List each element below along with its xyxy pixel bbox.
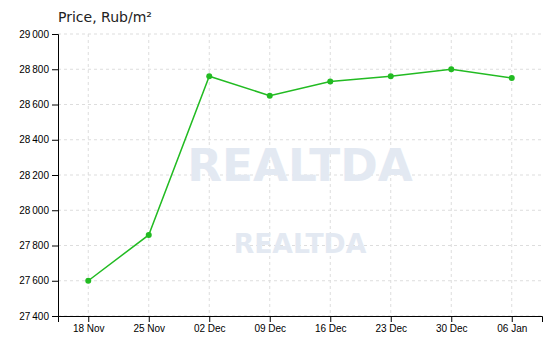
y-tick: 28 000 bbox=[19, 205, 58, 216]
y-tick-mark bbox=[52, 246, 58, 247]
x-tick: 16 Dec bbox=[315, 316, 347, 334]
y-tick: 27 800 bbox=[19, 240, 58, 251]
x-tick-label: 18 Nov bbox=[73, 323, 105, 334]
x-tick-mark bbox=[391, 316, 392, 322]
point bbox=[448, 66, 454, 72]
watermark: REALTDA REALTDA bbox=[187, 139, 412, 259]
x-tick: 25 Nov bbox=[133, 316, 165, 334]
x-tick-mark bbox=[270, 316, 271, 322]
y-tick-mark bbox=[52, 69, 58, 70]
x-tick-mark bbox=[512, 316, 513, 322]
y-tick: 28 600 bbox=[19, 99, 58, 110]
chart-svg: REALTDA REALTDA 27 400 27 600 27 800 28 000 28… bbox=[0, 0, 560, 346]
y-tick-label: 29 000 bbox=[19, 29, 49, 40]
x-tick: 09 Dec bbox=[254, 316, 286, 334]
y-tick: 28 200 bbox=[19, 170, 58, 181]
y-tick-mark bbox=[52, 140, 58, 141]
x-tick-label: 02 Dec bbox=[194, 323, 226, 334]
point bbox=[206, 73, 212, 79]
y-axis: 27 400 27 600 27 800 28 000 28 200 28 400 28 6… bbox=[19, 29, 58, 322]
y-tick-mark bbox=[52, 175, 58, 176]
grid bbox=[58, 34, 542, 316]
plot-root: REALTDA REALTDA 27 400 27 600 27 800 28 000 28… bbox=[19, 29, 542, 334]
point bbox=[267, 93, 273, 99]
chart-container: REALTDA REALTDA 27 400 27 600 27 800 28 000 28… bbox=[0, 0, 560, 346]
x-axis: 18 Nov 25 Nov 02 Dec 09 Dec 16 Dec 23 Dec 30 D… bbox=[59, 316, 543, 334]
point bbox=[327, 79, 333, 85]
x-tick-label: 23 Dec bbox=[375, 323, 407, 334]
x-tick-mark bbox=[209, 316, 210, 322]
grid-line bbox=[88, 34, 89, 316]
point bbox=[509, 75, 515, 81]
y-tick: 28 400 bbox=[19, 134, 58, 145]
y-tick-label: 28 200 bbox=[19, 170, 49, 181]
point bbox=[85, 278, 91, 284]
y-tick: 27 400 bbox=[19, 311, 58, 322]
grid-line bbox=[451, 34, 452, 316]
y-tick-label: 27 400 bbox=[19, 311, 49, 322]
y-tick-label: 28 600 bbox=[19, 99, 49, 110]
x-axis-line bbox=[59, 317, 543, 323]
grid-line bbox=[58, 280, 542, 281]
x-tick-label: 16 Dec bbox=[315, 323, 347, 334]
x-tick: 06 Jan bbox=[497, 316, 527, 334]
grid-line bbox=[58, 210, 542, 211]
y-tick-mark bbox=[52, 281, 58, 282]
x-tick-mark bbox=[149, 316, 150, 322]
point bbox=[388, 73, 394, 79]
y-tick-mark bbox=[52, 210, 58, 211]
line bbox=[88, 69, 512, 281]
grid-line bbox=[58, 34, 542, 35]
x-tick-label: 06 Jan bbox=[497, 323, 527, 334]
y-tick: 27 600 bbox=[19, 275, 58, 286]
y-tick: 28 800 bbox=[19, 64, 58, 75]
y-tick-label: 28 800 bbox=[19, 64, 49, 75]
x-tick-label: 25 Nov bbox=[133, 323, 165, 334]
y-tick-mark bbox=[52, 34, 58, 35]
y-axis-line bbox=[52, 35, 59, 317]
x-tick: 23 Dec bbox=[375, 316, 407, 334]
plot-area bbox=[85, 66, 515, 284]
watermark-text: REALTDA bbox=[187, 139, 412, 192]
x-tick-mark bbox=[451, 316, 452, 322]
y-tick-mark bbox=[52, 316, 58, 317]
grid-line bbox=[58, 104, 542, 105]
point bbox=[146, 232, 152, 238]
x-tick-mark bbox=[330, 316, 331, 322]
title: Price, Rub/m² bbox=[58, 9, 152, 25]
x-tick: 30 Dec bbox=[436, 316, 468, 334]
grid-line bbox=[58, 69, 542, 70]
x-tick: 02 Dec bbox=[194, 316, 226, 334]
grid-line bbox=[148, 34, 149, 316]
x-tick: 18 Nov bbox=[73, 316, 105, 334]
x-tick-label: 09 Dec bbox=[254, 323, 286, 334]
watermark-text: REALTDA bbox=[234, 228, 367, 259]
y-tick: 29 000 bbox=[19, 29, 58, 40]
x-tick-label: 30 Dec bbox=[436, 323, 468, 334]
y-tick-label: 27 800 bbox=[19, 240, 49, 251]
y-tick-label: 28 000 bbox=[19, 205, 49, 216]
y-tick-mark bbox=[52, 105, 58, 106]
x-tick-mark bbox=[88, 316, 89, 322]
y-tick-label: 28 400 bbox=[19, 134, 49, 145]
y-tick-label: 27 600 bbox=[19, 275, 49, 286]
